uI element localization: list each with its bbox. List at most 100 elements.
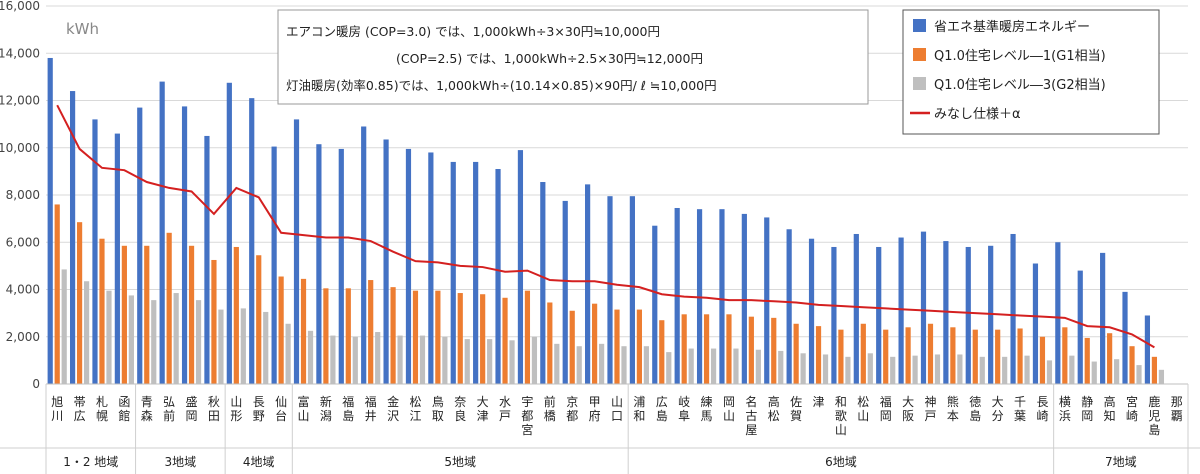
- bar-level1: [614, 309, 620, 384]
- bar-level3: [218, 309, 224, 384]
- bar-level3: [912, 355, 918, 384]
- x-tick-label: 岡山: [723, 395, 735, 423]
- bar-level3: [733, 348, 739, 384]
- bar-level1: [748, 316, 754, 384]
- bar-level3: [800, 353, 806, 384]
- bar-baseline: [585, 184, 591, 384]
- bar-level1: [927, 323, 934, 384]
- bar-level3: [173, 293, 179, 384]
- bar-level1: [883, 329, 889, 384]
- y-tick-label: 4,000: [6, 283, 40, 297]
- bar-level3: [1069, 355, 1075, 384]
- bar-level1: [1107, 333, 1113, 384]
- bar-level3: [240, 308, 246, 384]
- bar-level1: [144, 245, 150, 384]
- bar-level3: [195, 300, 202, 384]
- x-tick-label: 鹿児島: [1148, 394, 1160, 437]
- region-label: 1・2 地域: [63, 455, 118, 469]
- y-tick-label: 0: [32, 377, 40, 391]
- bar-level3: [1046, 360, 1053, 385]
- x-tick-label: 弘前: [163, 395, 175, 423]
- bar-baseline: [1077, 270, 1083, 384]
- bar-baseline: [428, 152, 434, 384]
- x-tick-label: 松江: [409, 395, 421, 423]
- x-axis: 旭川帯広札幌函館青森弘前盛岡秋田山形長野仙台富山新潟福島福井金沢松江鳥取奈良大津…: [46, 383, 1188, 437]
- x-tick-label: 盛岡: [186, 394, 198, 423]
- bar-baseline: [629, 196, 635, 384]
- x-tick-label: 大分: [992, 395, 1004, 423]
- x-tick-label: 徳島: [969, 394, 981, 423]
- bar-level3: [509, 340, 515, 384]
- bar-baseline: [607, 196, 613, 384]
- bar-level3: [307, 330, 314, 384]
- bar-baseline: [159, 81, 165, 384]
- bar-level1: [166, 232, 172, 384]
- x-tick-label: 福島: [342, 394, 354, 423]
- bar-level3: [397, 335, 403, 384]
- bar-level3: [621, 346, 627, 384]
- bar-level1: [188, 245, 195, 384]
- bar-level1: [323, 288, 329, 384]
- x-tick-label: 富山: [298, 394, 310, 423]
- x-tick-label: 静岡: [1081, 395, 1093, 423]
- legend-label-baseline: 省エネ基準暖房エネルギー: [934, 19, 1090, 35]
- x-tick-label: 前橋: [544, 394, 556, 423]
- annotation-box: エアコン暖房 (COP=3.0) では、1,000kWh÷3×30円≒10,00…: [277, 9, 869, 105]
- bar-baseline: [898, 237, 904, 384]
- bar-baseline: [920, 231, 927, 384]
- bar-level3: [666, 352, 672, 384]
- bar-level1: [76, 222, 83, 384]
- bar-level3: [464, 339, 470, 384]
- bar-level1: [547, 302, 553, 384]
- bar-level3: [643, 346, 649, 384]
- bar-baseline: [361, 126, 367, 385]
- bar-level3: [1136, 365, 1142, 384]
- bar-level3: [890, 356, 896, 384]
- bar-level3: [867, 353, 873, 384]
- bar-level1: [345, 288, 351, 384]
- bar-level3: [778, 350, 784, 384]
- bar-level3: [1002, 356, 1008, 384]
- bar-level1: [771, 317, 777, 384]
- bar-level1: [838, 329, 844, 384]
- region-label: 5地域: [444, 455, 476, 469]
- bar-level1: [793, 323, 799, 384]
- bar-level1: [860, 323, 866, 384]
- legend-label-level3: Q1.0住宅レベル―3(G2相当): [934, 78, 1106, 93]
- x-tick-label: 横浜: [1059, 395, 1071, 423]
- bar-level1: [435, 290, 441, 384]
- bar-baseline: [1144, 315, 1151, 384]
- bar-baseline: [405, 148, 412, 384]
- bar-level3: [352, 336, 358, 384]
- bar-baseline: [1055, 242, 1061, 384]
- x-tick-label: 金沢: [387, 394, 399, 423]
- x-tick-label: 宇都宮: [521, 395, 533, 437]
- x-tick-label: 広島: [656, 395, 668, 423]
- x-tick-label: 松山: [857, 395, 869, 423]
- region-label: 6地域: [825, 455, 857, 469]
- bar-level1: [300, 278, 307, 384]
- bar-baseline: [562, 200, 568, 384]
- bar-level1: [480, 294, 486, 384]
- x-tick-label: 練馬: [701, 395, 713, 423]
- bar-level1: [412, 290, 419, 384]
- bar-level3: [375, 332, 381, 384]
- bar-level3: [487, 339, 493, 384]
- bar-baseline: [383, 139, 389, 384]
- bar-level3: [263, 311, 269, 384]
- region-label: 7地域: [1105, 455, 1137, 469]
- bar-baseline: [1122, 291, 1128, 384]
- bar-baseline: [293, 119, 300, 385]
- bar-level1: [502, 297, 508, 384]
- bar-level1: [1129, 346, 1135, 384]
- bar-baseline: [47, 57, 53, 384]
- x-tick-label: 秋田: [208, 395, 220, 423]
- bar-baseline: [517, 150, 524, 384]
- y-tick-label: 14,000: [0, 46, 40, 60]
- legend-label-level1: Q1.0住宅レベル―1(G1相当): [934, 49, 1106, 64]
- x-tick-label: 高松: [768, 394, 780, 423]
- y-tick-label: 10,000: [0, 141, 40, 155]
- bar-level3: [285, 323, 291, 384]
- x-tick-label: 京都: [566, 395, 578, 423]
- bar-baseline: [719, 209, 725, 384]
